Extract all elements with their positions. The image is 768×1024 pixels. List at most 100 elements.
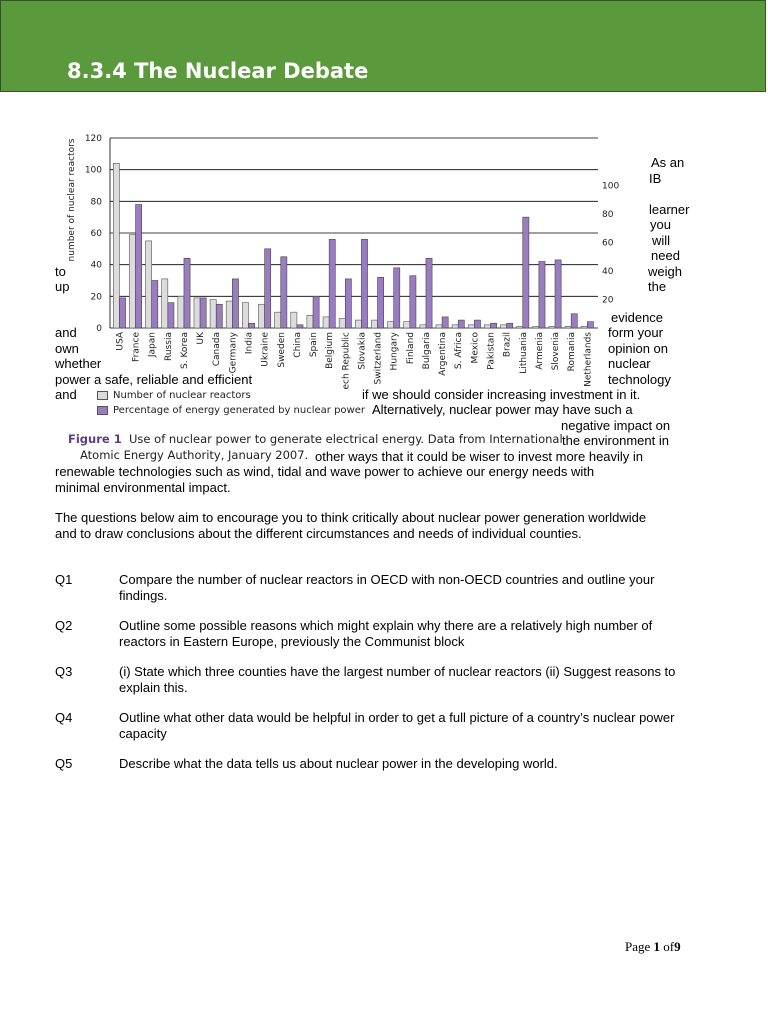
bar-reactors [467,324,475,329]
y2-tick-label: 80 [602,210,614,220]
bar-reactors [258,303,265,329]
question-number: Q1 [55,572,73,587]
intro-paragraph: The questions below aim to encourage you… [55,510,647,541]
x-tick-label: USA [115,331,125,350]
legend-item-reactors: Number of nuclear reactors [97,390,251,401]
x-tick-label: Armenia [535,332,545,370]
wrap-text: the [648,279,667,294]
figure-label: Figure 1 [68,432,122,446]
x-tick-label: Hungary [390,331,400,370]
bar-reactors [145,240,152,329]
bar-percentage [538,261,546,329]
bar-reactors [419,324,427,329]
question-text: Outline what other data would be helpful… [119,710,675,741]
wrap-text: form your [608,325,663,340]
bar-reactors [516,326,524,329]
legend-swatch-percentage [97,405,108,415]
figure-caption-line2: Atomic Energy Authority, January 2007. [80,448,309,462]
bar-reactors [209,299,217,329]
legend-label-reactors: Number of nuclear reactors [113,390,251,401]
wrap-text: IB [649,171,662,186]
x-tick-label: Argentina [438,332,448,376]
x-tick-label: Germany [228,331,238,373]
bar-percentage [151,280,159,329]
bar-percentage [296,324,304,329]
bar-percentage [264,248,272,329]
wrap-text: evidence [611,310,664,325]
bar-percentage [248,322,255,329]
x-tick-label: Mexico [470,332,480,364]
bar-percentage [361,239,368,329]
bar-percentage [506,322,514,329]
caption-text-1: Use of nuclear power to generate electri… [129,432,563,446]
bar-reactors [435,324,443,329]
bar-percentage [328,239,336,329]
bar-reactors [242,302,249,329]
bar-percentage [312,296,320,329]
x-tick-label: Canada [212,332,222,366]
y-tick-label: 0 [96,324,102,334]
bar-percentage [522,216,530,329]
bar-reactors [548,326,556,329]
x-tick-label: Slovakia [357,332,367,370]
wrap-text: power a safe, reliable and efficient [55,372,253,387]
x-tick-label: Brazil [503,332,513,357]
wrap-text: the environment in [562,433,669,448]
bar-percentage [409,275,417,329]
bar-percentage [474,319,481,329]
section-header: 8.3.4 The Nuclear Debate [0,0,766,92]
bar-percentage [344,278,352,329]
bar-reactors [338,318,346,329]
wrap-text: to [55,264,66,279]
x-tick-label: Slovenia [551,332,561,370]
bar-percentage [441,316,449,329]
wrap-text: minimal environmental impact. [55,480,231,495]
bar-reactors [354,319,362,329]
bar-percentage [119,297,126,329]
wrap-text: nuclear [608,356,651,371]
bar-percentage [167,302,175,329]
wrap-text: renewable technologies such as wind, tid… [55,464,595,479]
x-tick-label: Netherlands [583,332,593,387]
x-tick-label: Ukraine [261,332,271,367]
bar-percentage [199,297,207,329]
bar-percentage [490,322,497,329]
x-tick-label: Switzerland [374,332,384,385]
y-axis-label: number of nuclear reactors [67,138,77,261]
bar-reactors [193,297,201,329]
y-tick-label: 100 [85,166,102,176]
bar-reactors [225,300,233,329]
wrap-text: Alternatively, nuclear power may have su… [372,402,633,417]
question-text: Outline some possible reasons which migh… [119,618,653,649]
x-tick-label: France [132,332,142,362]
y2-tick-label: 20 [602,296,614,306]
y2-tick-label: 60 [602,239,614,249]
bar-percentage [215,303,223,329]
bar-reactors [274,311,282,329]
wrap-text: opinion on [608,341,668,356]
bar-percentage [280,256,288,329]
wrap-text: you [650,217,671,232]
bar-reactors [532,326,540,329]
bar-percentage [183,258,191,329]
page-number: 1 [653,939,661,954]
bar-reactors [290,311,298,329]
question-number: Q3 [55,664,73,679]
y-tick-label: 40 [91,261,103,271]
question-text: Describe what the data tells us about nu… [119,756,558,771]
y-tick-label: 120 [85,134,102,144]
bar-reactors [580,326,588,329]
nuclear-chart: number of nuclear reactors % of energy g… [67,134,619,390]
wrap-text: own [55,341,79,356]
bar-reactors [484,324,491,329]
bar-percentage [586,321,594,329]
question-number: Q2 [55,618,73,633]
bar-percentage [425,258,433,329]
y-tick-label: 60 [91,229,103,239]
bar-reactors [564,326,572,329]
x-tick-label: Spain [309,332,319,357]
bar-reactors [177,296,185,329]
x-tick-label: Romania [567,332,577,371]
figure-caption-line1: Figure 1 Use of nuclear power to generat… [68,432,563,446]
x-tick-label: UK [196,331,206,345]
